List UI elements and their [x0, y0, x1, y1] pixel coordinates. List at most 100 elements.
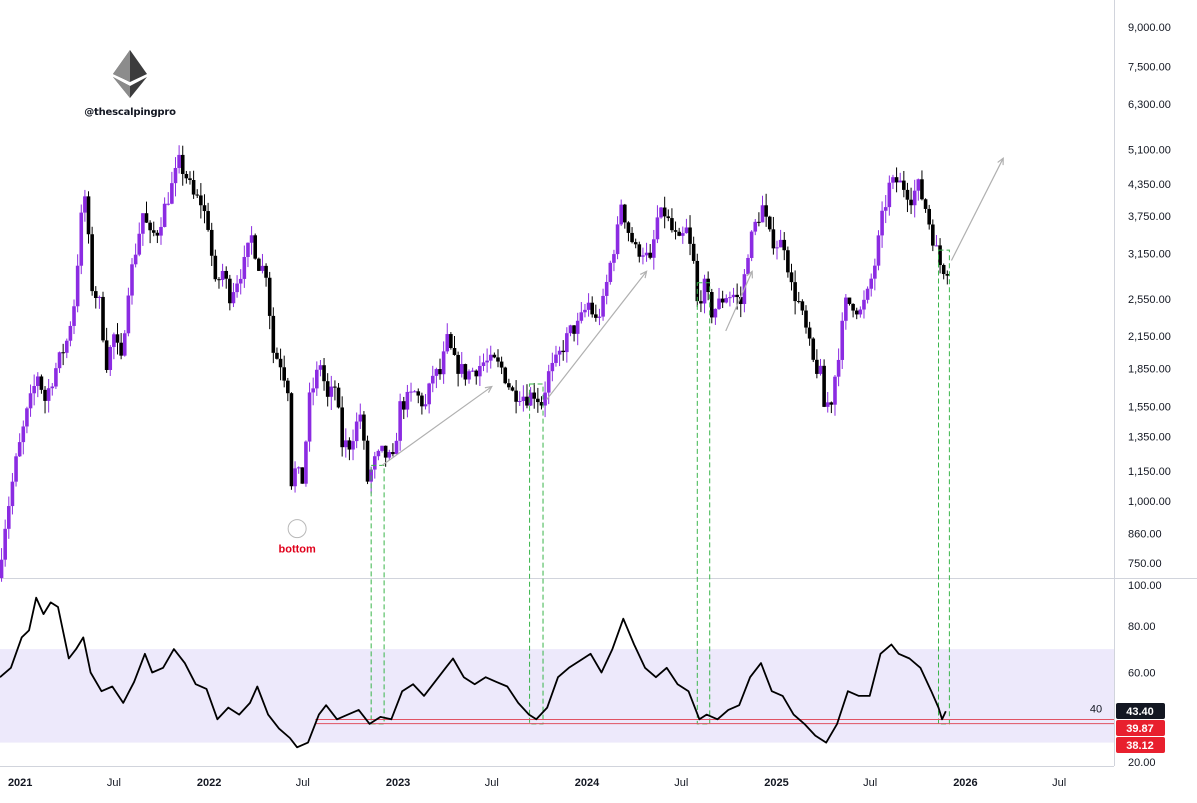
- candle-body: [844, 297, 848, 321]
- candle-body: [876, 235, 881, 266]
- rsi-level-label: 40: [1090, 703, 1102, 715]
- candle-body: [445, 334, 450, 352]
- candle-body: [521, 396, 526, 402]
- candle-body: [532, 392, 537, 399]
- trend-arrow-head: [640, 270, 648, 279]
- candle-body: [746, 257, 750, 275]
- candle-body: [626, 222, 631, 233]
- rsi-value-label: 43.40: [1126, 706, 1154, 718]
- candle-body: [173, 167, 178, 184]
- candle-body: [17, 442, 22, 457]
- candle-body: [188, 178, 192, 181]
- candle-body: [296, 467, 301, 469]
- candle-body: [503, 367, 508, 384]
- candle-body: [267, 277, 272, 316]
- candle-body: [608, 262, 613, 282]
- candle-body: [938, 245, 942, 266]
- candle-body: [300, 467, 305, 484]
- candle-body: [293, 468, 297, 487]
- rsi-tick-label: 60.00: [1128, 668, 1156, 680]
- candle-body: [793, 282, 797, 302]
- candle-body: [898, 180, 903, 183]
- candle-body: [213, 255, 218, 280]
- candle-body: [333, 386, 337, 388]
- candle-body: [510, 387, 515, 391]
- candle-body: [601, 295, 605, 317]
- candle-body: [228, 278, 232, 304]
- candle-body: [119, 342, 123, 356]
- candle-body: [90, 234, 94, 292]
- candle-body: [126, 295, 131, 334]
- time-tick-label: 2021: [8, 777, 32, 789]
- candle-body: [869, 278, 874, 289]
- candle-body: [452, 348, 457, 355]
- time-tick-label: Jul: [674, 777, 688, 789]
- rsi-tick-label: 20.00: [1128, 757, 1156, 769]
- candle-body: [271, 315, 276, 353]
- time-tick-label: Jul: [296, 777, 310, 789]
- candle-body: [851, 303, 855, 311]
- candle-body: [155, 232, 160, 236]
- candle-body: [372, 456, 377, 470]
- candle-body: [684, 227, 689, 234]
- candle-body: [804, 310, 808, 328]
- candle-body: [141, 213, 145, 234]
- candle-body: [260, 265, 265, 271]
- candle-body: [264, 265, 268, 278]
- candle-body: [336, 387, 341, 408]
- candle-body: [387, 452, 392, 458]
- candle-body: [633, 242, 638, 245]
- candle-body: [680, 233, 685, 236]
- candle-body: [133, 254, 138, 265]
- candle-body: [257, 258, 261, 271]
- time-tick-label: 2025: [764, 777, 788, 789]
- candle-body: [209, 229, 214, 256]
- candle-body: [764, 205, 768, 217]
- candle-body: [702, 278, 707, 304]
- candle-body: [590, 302, 595, 315]
- candle-body: [894, 177, 899, 183]
- candle-body: [57, 352, 62, 369]
- candle-body: [162, 203, 167, 227]
- candle-body: [873, 265, 877, 279]
- candle-body: [148, 222, 152, 231]
- candle-body: [749, 231, 754, 258]
- candle-body: [536, 398, 540, 403]
- candle-body: [0, 559, 4, 578]
- candle-body: [825, 402, 830, 407]
- candle-body: [597, 316, 602, 318]
- candle-body: [652, 239, 656, 258]
- candle-body: [699, 301, 703, 304]
- rsi-value-badge: [1116, 737, 1165, 753]
- brand-handle: @thescalpingpro: [84, 107, 176, 118]
- candle-body: [771, 229, 776, 249]
- candle-body: [902, 180, 906, 190]
- candle-body: [28, 393, 33, 409]
- candle-body: [130, 264, 134, 296]
- candle-body: [927, 208, 931, 225]
- candle-body: [405, 391, 410, 410]
- price-tick-label: 3,150.00: [1128, 248, 1171, 260]
- price-tick-label: 1,150.00: [1128, 466, 1171, 478]
- time-tick-label: 2024: [575, 777, 600, 789]
- candle-body: [195, 194, 200, 196]
- candles: [0, 145, 950, 582]
- candle-body: [275, 352, 279, 359]
- candle-body: [311, 388, 315, 393]
- candle-body: [72, 306, 76, 326]
- candle-body: [713, 308, 718, 318]
- candle-body: [199, 195, 203, 206]
- candle-body: [380, 445, 384, 451]
- candle-body: [822, 365, 826, 407]
- price-tick-label: 7,500.00: [1128, 61, 1171, 73]
- candle-body: [767, 216, 772, 230]
- ethereum-logo-icon: [113, 50, 147, 98]
- candle-body: [492, 354, 497, 358]
- candle-body: [416, 391, 421, 396]
- candle-body: [61, 352, 65, 354]
- candle-body: [394, 440, 399, 455]
- candle-body: [811, 338, 816, 360]
- candle-body: [565, 333, 569, 353]
- candle-body: [862, 299, 866, 310]
- candle-body: [865, 288, 870, 300]
